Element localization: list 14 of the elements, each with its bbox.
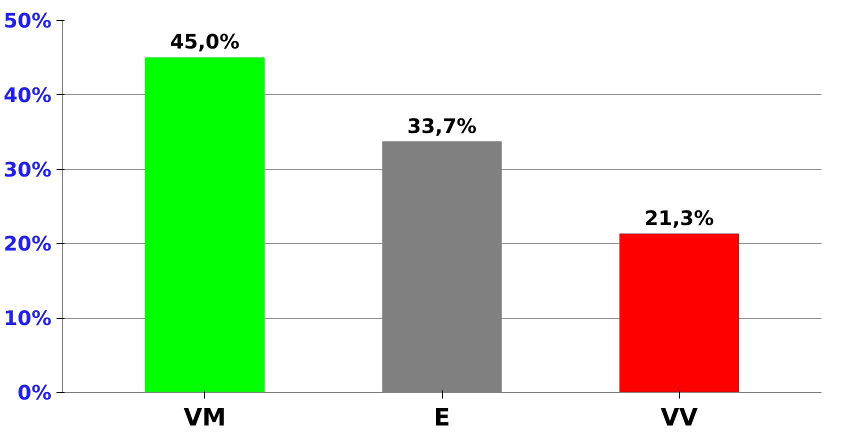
data-label: 33,7% [407, 114, 477, 138]
y-tick-label: 10% [4, 306, 52, 330]
y-tick-label: 20% [4, 232, 52, 256]
x-tick-label: VM [184, 404, 226, 432]
x-tick-label: VV [660, 404, 698, 432]
y-tick-label: 40% [4, 82, 52, 107]
y-tick-label: 0% [18, 380, 52, 404]
bar [619, 234, 739, 392]
y-tick-label: 50% [4, 8, 52, 32]
x-tick-label: E [434, 404, 450, 432]
bar [145, 57, 265, 392]
data-label: 21,3% [644, 206, 714, 230]
data-label: 45,0% [170, 30, 240, 54]
y-tick-label: 30% [4, 157, 52, 182]
